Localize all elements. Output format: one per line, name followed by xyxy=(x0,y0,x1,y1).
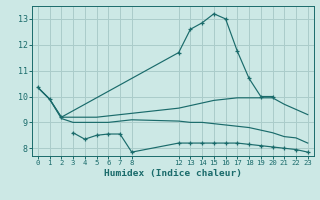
X-axis label: Humidex (Indice chaleur): Humidex (Indice chaleur) xyxy=(104,169,242,178)
